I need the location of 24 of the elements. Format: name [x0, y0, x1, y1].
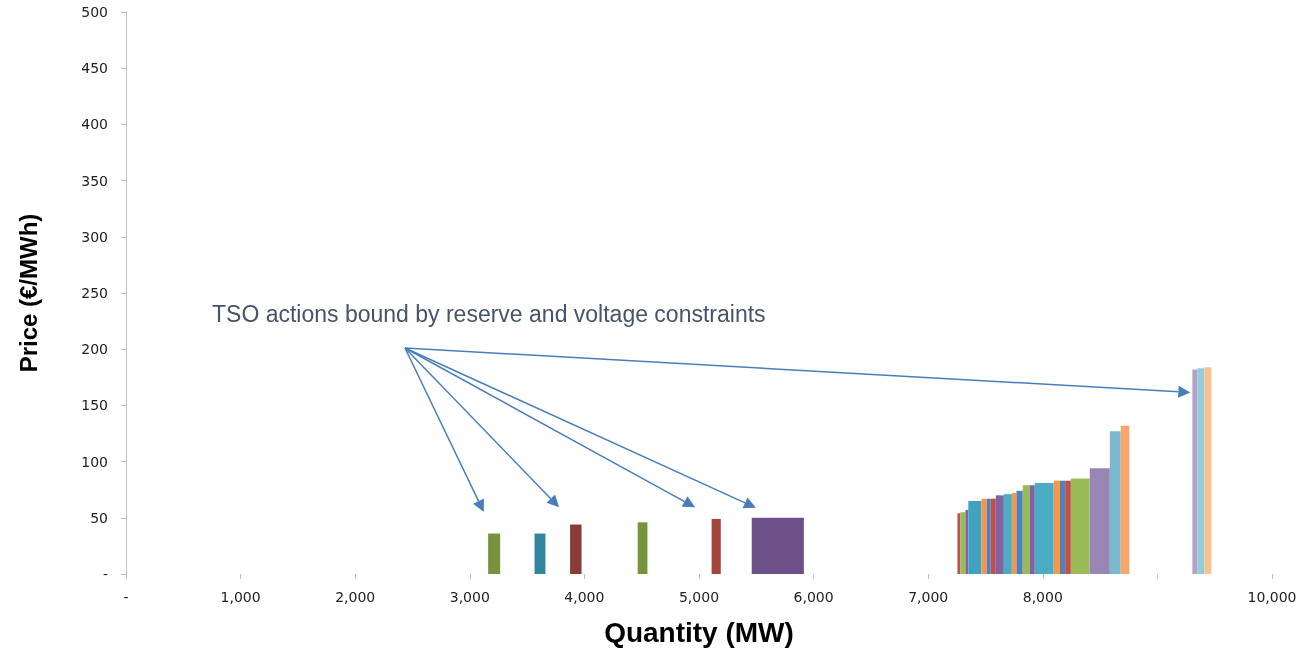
x-tick-label: 4,000 — [564, 589, 605, 605]
x-tick-label: - — [123, 589, 129, 605]
x-tick-label: 6,000 — [793, 589, 834, 605]
x-tick-label: 3,000 — [449, 589, 490, 605]
y-tick-label: 450 — [81, 60, 108, 77]
x-tick-label: 7,000 — [908, 589, 949, 605]
x-tick-label: 8,000 — [1022, 589, 1063, 605]
y-tick-label: 250 — [81, 285, 108, 301]
y-tick-label: 150 — [81, 397, 108, 414]
y-tick-label: 200 — [81, 341, 108, 358]
y-tick-label: - — [102, 566, 108, 582]
x-tick-label: 1,000 — [220, 589, 261, 605]
y-tick-label: 50 — [90, 509, 108, 526]
y-tick-label: 500 — [81, 4, 108, 20]
x-axis-title: Quantity (MW) — [604, 616, 794, 648]
y-tick-label: 100 — [81, 453, 108, 470]
annotation: TSO actions bound by reserve and voltage constraints — [212, 300, 766, 327]
y-axis-title: Price (€/MWh) — [14, 213, 42, 373]
x-tick-label: 10,000 — [1247, 589, 1297, 605]
y-tick-label: 300 — [81, 228, 108, 245]
x-tick-label: 5,000 — [678, 589, 720, 605]
y-tick-label: 400 — [81, 116, 108, 133]
y-tick-label: 350 — [81, 172, 108, 189]
x-tick-label: 2,000 — [335, 589, 376, 605]
